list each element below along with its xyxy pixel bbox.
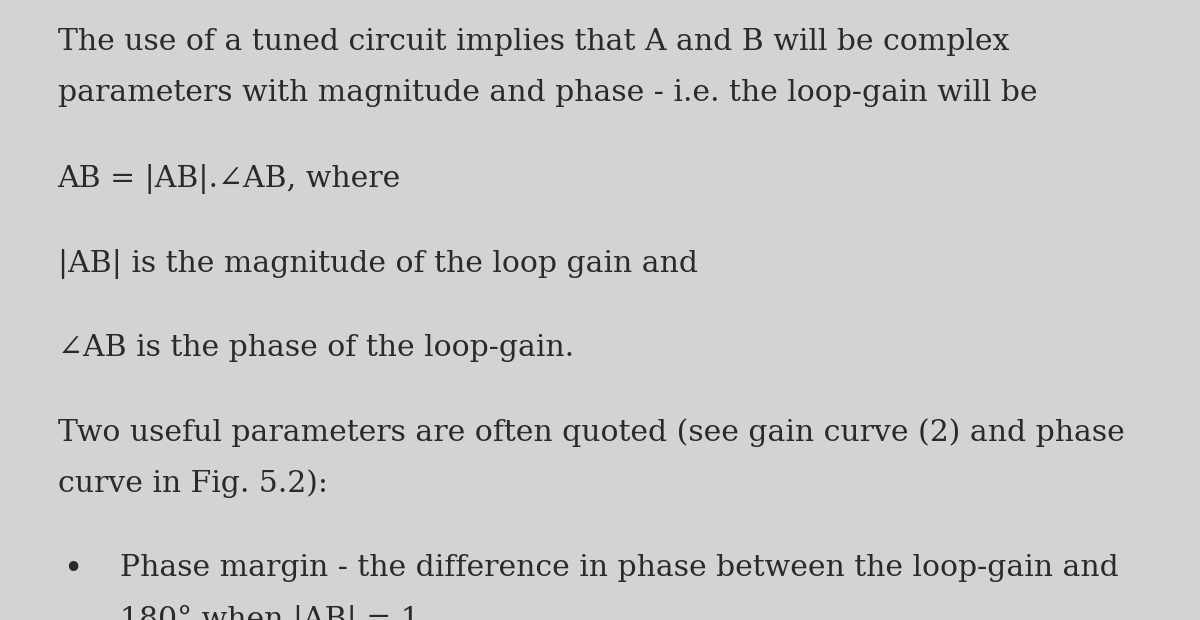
Text: •: •	[64, 554, 83, 587]
Text: AB = |AB|.∠AB, where: AB = |AB|.∠AB, where	[58, 164, 401, 193]
Text: parameters with magnitude and phase - i.e. the loop-gain will be: parameters with magnitude and phase - i.…	[58, 79, 1037, 107]
Text: ∠AB is the phase of the loop-gain.: ∠AB is the phase of the loop-gain.	[58, 334, 574, 361]
Text: Two useful parameters are often quoted (see gain curve (2) and phase: Two useful parameters are often quoted (…	[58, 418, 1124, 447]
Text: 180° when |AB| = 1: 180° when |AB| = 1	[120, 605, 420, 620]
Text: Phase margin - the difference in phase between the loop-gain and: Phase margin - the difference in phase b…	[120, 554, 1118, 582]
Text: curve in Fig. 5.2):: curve in Fig. 5.2):	[58, 469, 328, 498]
Text: The use of a tuned circuit implies that A and B will be complex: The use of a tuned circuit implies that …	[58, 28, 1009, 56]
Text: |AB| is the magnitude of the loop gain and: |AB| is the magnitude of the loop gain a…	[58, 249, 697, 278]
